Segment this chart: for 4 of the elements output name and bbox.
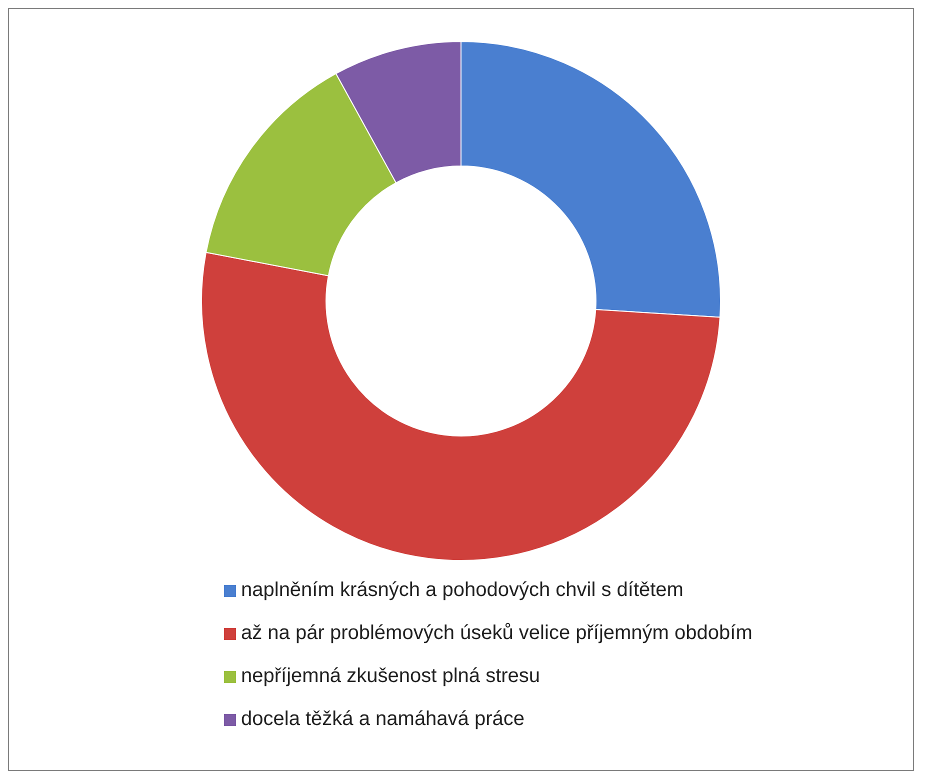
legend-label: nepříjemná zkušenost plná stresu [241, 665, 540, 688]
legend-label: až na pár problémových úseků velice příjemným obdobím [241, 622, 752, 645]
legend-label: docela těžká a namáhavá práce [241, 708, 525, 731]
legend-label: naplněním krásných a pohodových chvil s dítětem [241, 579, 684, 602]
